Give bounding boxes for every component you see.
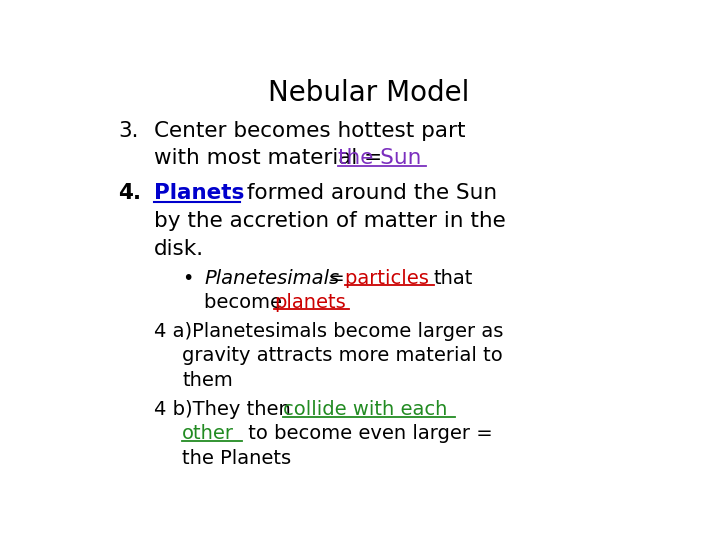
Text: them: them — [182, 371, 233, 390]
Text: that: that — [433, 268, 473, 287]
Text: the Sun: the Sun — [338, 148, 421, 168]
Text: =: = — [322, 268, 351, 287]
Text: with most material =: with most material = — [154, 148, 390, 168]
Text: 3.: 3. — [118, 121, 138, 141]
Text: 4 a)Planetesimals become larger as: 4 a)Planetesimals become larger as — [154, 322, 503, 341]
Text: collide with each: collide with each — [283, 400, 447, 419]
Text: by the accretion of matter in the: by the accretion of matter in the — [154, 211, 506, 231]
Text: to become even larger =: to become even larger = — [242, 424, 492, 443]
Text: 4.: 4. — [118, 183, 141, 203]
Text: Planets: Planets — [154, 183, 245, 203]
Text: the Planets: the Planets — [182, 449, 291, 468]
Text: gravity attracts more material to: gravity attracts more material to — [182, 346, 503, 365]
Text: particles: particles — [345, 268, 435, 287]
Text: disk.: disk. — [154, 239, 204, 259]
Text: •: • — [182, 268, 194, 287]
Text: become: become — [204, 293, 289, 312]
Text: Planetesimals: Planetesimals — [204, 268, 340, 287]
Text: 4 b)They then: 4 b)They then — [154, 400, 297, 419]
Text: Nebular Model: Nebular Model — [269, 79, 469, 107]
Text: Center becomes hottest part: Center becomes hottest part — [154, 121, 466, 141]
Text: formed around the Sun: formed around the Sun — [240, 183, 497, 203]
Text: other: other — [182, 424, 234, 443]
Text: planets: planets — [274, 293, 346, 312]
